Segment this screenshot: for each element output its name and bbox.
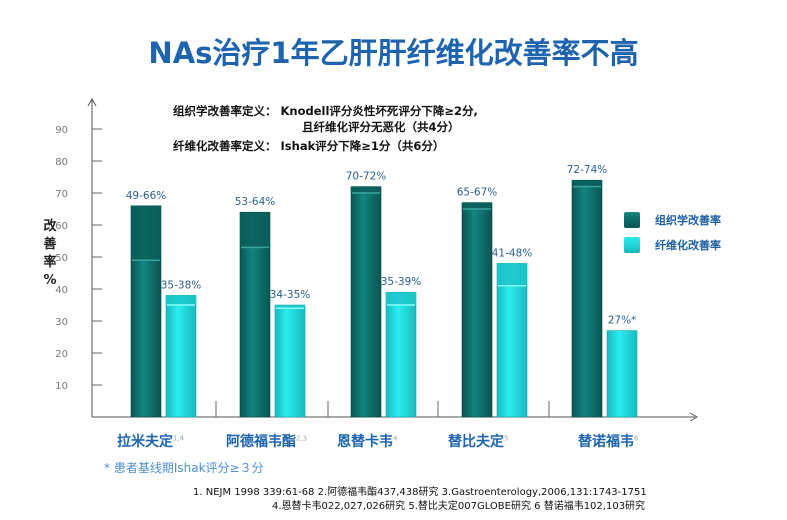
data-label: 70-72% xyxy=(346,171,387,183)
category-name: 替比夫定 xyxy=(448,434,504,450)
footnote: * 患者基线期Ishak评分≥３分 xyxy=(104,461,264,475)
histology-definition-cont: 且纤维化评分无恶化（共4分） xyxy=(302,120,460,134)
category-label: 拉米夫定1,4 xyxy=(117,431,184,451)
bar-range-upper xyxy=(240,212,270,248)
y-tick-label: 20 xyxy=(55,349,68,360)
category-ref: 2,3 xyxy=(296,434,308,443)
page-title: NAs治疗1年乙肝肝纤维化改善率不高 xyxy=(148,36,639,70)
data-label: 35-38% xyxy=(161,279,202,291)
data-label: 49-66% xyxy=(126,190,167,202)
bar-range-upper xyxy=(462,202,492,209)
data-label: 72-74% xyxy=(567,164,608,176)
bar-fibrosis xyxy=(274,304,306,418)
y-tick-label: 30 xyxy=(55,317,68,328)
category-label: 替比夫定5 xyxy=(448,431,508,451)
bar-range-upper xyxy=(572,180,602,187)
data-label: 27%* xyxy=(608,315,637,327)
y-tick-label: 40 xyxy=(55,285,68,296)
y-axis-label: 改善率% xyxy=(43,219,57,288)
references-line-2: 4.恩替卡韦022,027,026研究 5.替比夫定007GLOBE研究 6 替… xyxy=(272,501,646,512)
category-name: 恩替卡韦 xyxy=(337,434,393,450)
category-name: 替诺福韦 xyxy=(578,434,634,450)
legend-swatch-fibrosis xyxy=(624,237,640,253)
x-axis-arrow xyxy=(689,412,699,422)
category-name: 阿德福韦酯 xyxy=(226,434,296,450)
bar-histology xyxy=(571,179,603,418)
y-axis-arrow xyxy=(87,97,97,107)
legend-swatch-histology xyxy=(624,212,640,228)
category-ref: 5 xyxy=(504,434,509,443)
legend-histology: 组织学改善率 xyxy=(655,214,721,227)
bar-range-upper xyxy=(131,205,161,261)
references-line-1: 1. NEJM 1998 339:61-68 2.阿德福韦酯437,438研究 … xyxy=(193,487,647,498)
data-label: 53-64% xyxy=(235,196,276,208)
category-label: 阿德福韦酯2,3 xyxy=(226,431,307,451)
bar-range-upper xyxy=(386,292,416,305)
bar-range-upper xyxy=(351,186,381,193)
bar-range-upper xyxy=(497,263,527,286)
histology-definition: 组织学改善率定义： Knodell评分炎性坏死评分下降≥2分, xyxy=(173,104,478,118)
bar-fibrosis xyxy=(385,291,417,418)
y-tick-label: 80 xyxy=(55,157,68,168)
data-label: 35-39% xyxy=(381,276,422,288)
data-label: 65-67% xyxy=(457,187,498,199)
y-tick-label: 10 xyxy=(55,381,68,392)
bar-range-upper xyxy=(166,295,196,305)
category-name: 拉米夫定 xyxy=(117,434,173,450)
bar-fibrosis xyxy=(496,263,528,418)
fibrosis-definition: 纤维化改善率定义： Ishak评分下降≥1分（共6分） xyxy=(173,139,445,153)
bar-histology xyxy=(461,202,493,418)
bar-fibrosis xyxy=(606,330,638,418)
bar-range-upper xyxy=(275,305,305,309)
category-label: 替诺福韦6 xyxy=(578,431,638,451)
y-tick-label: 90 xyxy=(55,125,68,136)
data-label: 34-35% xyxy=(270,289,311,301)
category-label: 恩替卡韦4 xyxy=(337,431,397,451)
legend-fibrosis: 纤维化改善率 xyxy=(655,239,721,252)
bar-fibrosis xyxy=(165,295,197,418)
category-ref: 4 xyxy=(393,434,398,443)
data-label: 41-48% xyxy=(492,247,533,259)
bar-histology xyxy=(350,186,382,418)
y-tick-label: 60 xyxy=(55,221,68,232)
category-ref: 1,4 xyxy=(173,434,185,443)
category-ref: 6 xyxy=(634,434,639,443)
y-tick-label: 50 xyxy=(55,253,68,264)
y-tick-label: 70 xyxy=(55,189,68,200)
